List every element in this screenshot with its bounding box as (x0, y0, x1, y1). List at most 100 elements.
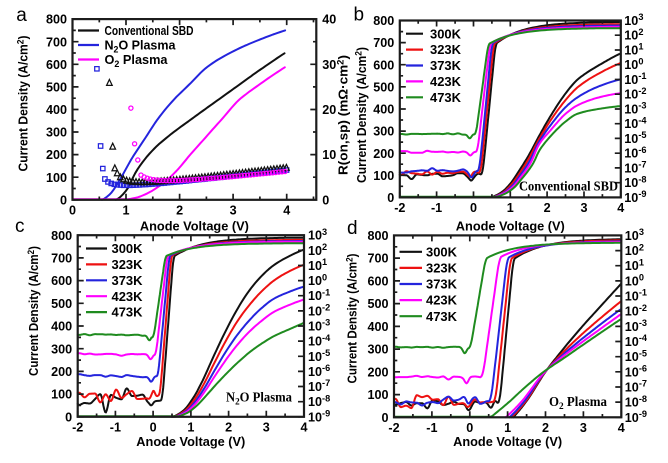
svg-text:4: 4 (300, 420, 307, 434)
svg-text:0: 0 (322, 193, 329, 207)
svg-text:Current Density (A/cm2): Current Density (A/cm2) (354, 47, 369, 183)
svg-text:10: 10 (322, 148, 336, 162)
svg-text:1: 1 (122, 203, 129, 217)
svg-text:0: 0 (381, 411, 388, 425)
svg-text:300: 300 (51, 342, 72, 356)
svg-text:600: 600 (51, 274, 72, 288)
svg-text:30: 30 (322, 58, 336, 72)
svg-text:0: 0 (65, 410, 72, 424)
svg-text:Current Density (A/cm2): Current Density (A/cm2) (344, 254, 359, 384)
svg-text:423K: 423K (112, 289, 144, 304)
svg-text:500: 500 (46, 81, 67, 95)
svg-text:-2: -2 (72, 420, 83, 434)
svg-text:200: 200 (373, 147, 394, 161)
svg-text:b: b (354, 5, 365, 26)
svg-text:700: 700 (46, 35, 67, 49)
svg-text:800: 800 (46, 13, 67, 27)
svg-text:500: 500 (367, 297, 388, 311)
svg-text:100: 100 (367, 388, 388, 402)
svg-text:800: 800 (51, 229, 72, 243)
svg-text:N2O Plasma: N2O Plasma (226, 390, 292, 408)
svg-text:700: 700 (373, 36, 394, 50)
svg-text:200: 200 (367, 365, 388, 379)
svg-text:600: 600 (46, 58, 67, 72)
svg-text:Conventional SBD: Conventional SBD (519, 178, 618, 193)
svg-text:100: 100 (51, 388, 72, 402)
svg-text:-1: -1 (431, 201, 442, 215)
svg-text:-1: -1 (110, 420, 121, 434)
svg-text:4: 4 (283, 203, 290, 217)
svg-text:Conventional SBD: Conventional SBD (105, 23, 194, 38)
svg-text:Anode Voltage (V): Anode Voltage (V) (136, 434, 245, 449)
svg-text:400: 400 (367, 320, 388, 334)
svg-text:100: 100 (373, 169, 394, 183)
svg-text:-1: -1 (426, 421, 437, 435)
svg-text:300: 300 (367, 343, 388, 357)
svg-text:1: 1 (187, 420, 194, 434)
svg-text:473K: 473K (430, 90, 462, 105)
svg-text:N2O Plasma: N2O Plasma (105, 38, 177, 55)
svg-text:c: c (15, 216, 25, 237)
svg-text:423K: 423K (430, 74, 462, 89)
svg-text:323K: 323K (112, 257, 144, 272)
svg-text:800: 800 (373, 14, 394, 28)
svg-text:4: 4 (618, 421, 625, 435)
svg-text:400: 400 (51, 320, 72, 334)
svg-text:300K: 300K (112, 241, 144, 256)
svg-text:Current Density (A/cm2): Current Density (A/cm2) (26, 246, 41, 376)
svg-text:323K: 323K (426, 261, 458, 276)
svg-text:373K: 373K (430, 58, 462, 73)
svg-text:373K: 373K (112, 273, 144, 288)
svg-text:700: 700 (51, 252, 72, 266)
svg-text:d: d (347, 218, 358, 239)
svg-text:373K: 373K (426, 277, 458, 292)
svg-text:1: 1 (504, 421, 511, 435)
svg-text:4: 4 (617, 201, 624, 215)
svg-text:Current Density (A/cm2): Current Density (A/cm2) (16, 36, 31, 172)
svg-text:700: 700 (367, 252, 388, 266)
svg-text:1: 1 (507, 201, 514, 215)
svg-text:3: 3 (230, 203, 237, 217)
svg-text:a: a (16, 5, 27, 26)
svg-text:3: 3 (580, 201, 587, 215)
svg-text:473K: 473K (426, 309, 458, 324)
svg-text:-2: -2 (388, 421, 399, 435)
svg-text:600: 600 (373, 58, 394, 72)
svg-text:40: 40 (322, 13, 336, 27)
svg-text:300K: 300K (430, 26, 462, 41)
svg-text:500: 500 (373, 80, 394, 94)
svg-text:2: 2 (544, 201, 551, 215)
svg-text:400: 400 (46, 103, 67, 117)
svg-text:200: 200 (46, 148, 67, 162)
svg-text:800: 800 (367, 229, 388, 243)
svg-text:0: 0 (466, 421, 473, 435)
svg-text:300K: 300K (426, 244, 458, 259)
svg-text:300: 300 (373, 125, 394, 139)
svg-text:400: 400 (373, 103, 394, 117)
svg-text:O2 Plasma: O2 Plasma (105, 52, 169, 69)
svg-text:423K: 423K (426, 293, 458, 308)
svg-text:0: 0 (387, 191, 394, 205)
svg-text:R(on,sp) (mΩ·cm2): R(on,sp) (mΩ·cm2) (335, 55, 350, 175)
svg-text:100: 100 (46, 171, 67, 185)
svg-text:0: 0 (69, 203, 76, 217)
svg-text:3: 3 (580, 421, 587, 435)
svg-text:0: 0 (60, 193, 67, 207)
svg-text:600: 600 (367, 275, 388, 289)
svg-text:0: 0 (150, 420, 157, 434)
svg-text:323K: 323K (430, 42, 462, 57)
svg-text:O2 Plasma: O2 Plasma (549, 394, 607, 412)
svg-text:0: 0 (470, 201, 477, 215)
svg-text:300: 300 (46, 126, 67, 140)
svg-text:2: 2 (225, 420, 232, 434)
svg-text:20: 20 (322, 103, 336, 117)
svg-text:Anode Voltage (V): Anode Voltage (V) (456, 219, 565, 234)
svg-text:-2: -2 (394, 201, 405, 215)
svg-text:473K: 473K (112, 305, 144, 320)
svg-text:2: 2 (176, 203, 183, 217)
svg-text:3: 3 (263, 420, 270, 434)
svg-text:200: 200 (51, 365, 72, 379)
svg-text:2: 2 (542, 421, 549, 435)
svg-text:500: 500 (51, 297, 72, 311)
svg-text:Anode Voltage (V): Anode Voltage (V) (140, 219, 249, 234)
